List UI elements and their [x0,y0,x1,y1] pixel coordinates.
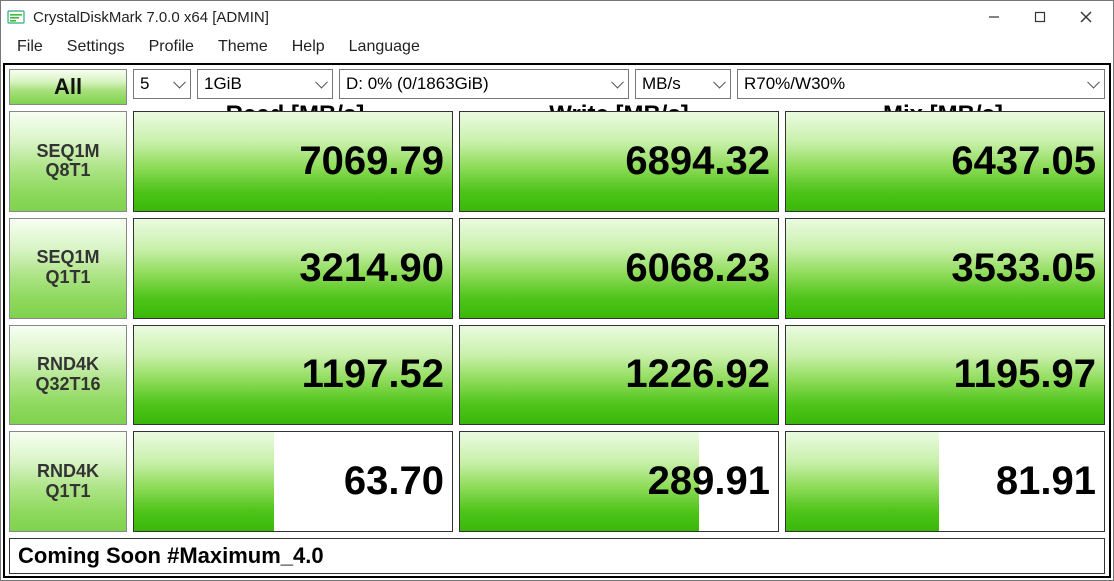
window-title: CrystalDiskMark 7.0.0 x64 [ADMIN] [33,9,269,26]
test-label-line2: Q8T1 [45,161,90,181]
test-button-rnd4k-q32t16[interactable]: RND4K Q32T16 [9,325,127,426]
test-button-seq1m-q8t1[interactable]: SEQ1M Q8T1 [9,111,127,212]
benchmark-grid: All 5 1GiB D: 0% (0/1863GiB) MB/s R70%/W… [9,69,1105,574]
menu-settings[interactable]: Settings [57,35,135,59]
result-value: 289.91 [648,459,770,504]
result-value: 1195.97 [954,352,1096,397]
result-cell: 3214.90 [133,218,453,319]
result-value: 6068.23 [625,246,770,291]
app-window: CrystalDiskMark 7.0.0 x64 [ADMIN] File S… [0,0,1114,581]
menu-file[interactable]: File [7,35,53,59]
result-cell: 81.91 [785,431,1105,532]
result-value: 1226.92 [625,352,770,397]
result-value: 3533.05 [951,246,1096,291]
test-label-line1: SEQ1M [36,248,99,268]
test-label-line1: RND4K [37,462,99,482]
drive-select[interactable]: D: 0% (0/1863GiB) [339,69,629,99]
menu-help[interactable]: Help [282,35,335,59]
result-bar [786,432,939,531]
result-cell: 6894.32 [459,111,779,212]
result-bar [134,432,274,531]
selector-row: 5 1GiB D: 0% (0/1863GiB) MB/s R70%/W30% [133,69,1105,99]
menu-language[interactable]: Language [339,35,430,59]
result-cell: 63.70 [133,431,453,532]
footer-text: Coming Soon #Maximum_4.0 [9,538,1105,574]
result-value: 81.91 [996,459,1096,504]
result-value: 63.70 [344,459,444,504]
result-cell: 1197.52 [133,325,453,426]
test-label-line2: Q1T1 [45,482,90,502]
result-cell: 289.91 [459,431,779,532]
maximize-button[interactable] [1017,2,1063,32]
result-cell: 6437.05 [785,111,1105,212]
result-cell: 6068.23 [459,218,779,319]
result-value: 6437.05 [951,139,1096,184]
test-label-line2: Q1T1 [45,268,90,288]
result-cell: 1195.97 [785,325,1105,426]
app-icon [7,8,25,26]
unit-select[interactable]: MB/s [635,69,731,99]
test-label-line1: RND4K [37,355,99,375]
minimize-button[interactable] [971,2,1017,32]
test-button-seq1m-q1t1[interactable]: SEQ1M Q1T1 [9,218,127,319]
result-value: 7069.79 [299,139,444,184]
menu-profile[interactable]: Profile [139,35,204,59]
test-size-select[interactable]: 1GiB [197,69,333,99]
test-button-rnd4k-q1t1[interactable]: RND4K Q1T1 [9,431,127,532]
result-value: 6894.32 [625,139,770,184]
window-controls [971,2,1109,32]
result-cell: 7069.79 [133,111,453,212]
run-all-button[interactable]: All [9,69,127,105]
content-area: All 5 1GiB D: 0% (0/1863GiB) MB/s R70%/W… [3,63,1111,578]
menu-theme[interactable]: Theme [208,35,278,59]
test-label-line1: SEQ1M [36,142,99,162]
result-cell: 1226.92 [459,325,779,426]
result-cell: 3533.05 [785,218,1105,319]
close-button[interactable] [1063,2,1109,32]
result-value: 1197.52 [302,352,444,397]
result-value: 3214.90 [299,246,444,291]
title-bar: CrystalDiskMark 7.0.0 x64 [ADMIN] [1,1,1113,33]
test-label-line2: Q32T16 [35,375,100,395]
test-count-select[interactable]: 5 [133,69,191,99]
menu-bar: File Settings Profile Theme Help Languag… [1,33,1113,61]
mix-profile-select[interactable]: R70%/W30% [737,69,1105,99]
